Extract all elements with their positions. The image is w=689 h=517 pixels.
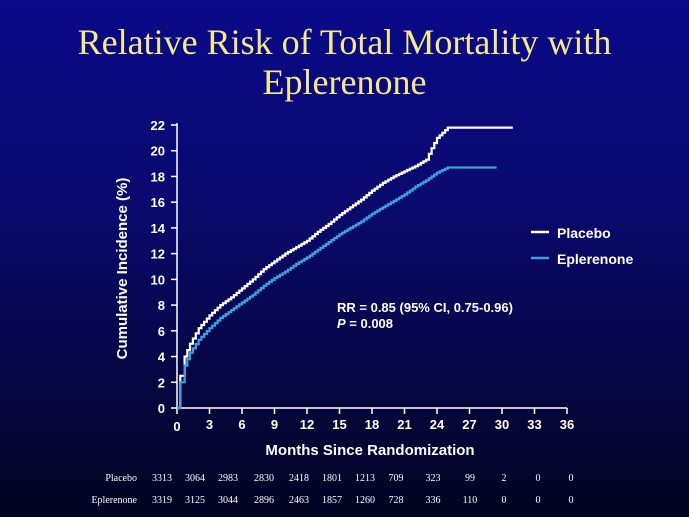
y-tick-label: 16 bbox=[151, 195, 165, 210]
risk-cell: 2983 bbox=[218, 473, 238, 484]
x-tick-label: 24 bbox=[430, 417, 445, 432]
title-line-2: Eplerenone bbox=[262, 62, 427, 102]
page-title: Relative Risk of Total Mortality with Ep… bbox=[0, 22, 689, 102]
x-tick-label: 27 bbox=[462, 417, 476, 432]
risk-cell: 0 bbox=[569, 473, 574, 484]
risk-cell: 2418 bbox=[289, 473, 309, 484]
x-tick-label: 3 bbox=[206, 417, 213, 432]
x-tick-label: 30 bbox=[495, 417, 509, 432]
y-axis-label: Cumulative Incidence (%) bbox=[114, 178, 131, 360]
y-tick-label: 22 bbox=[151, 118, 165, 133]
x-axis-label: Months Since Randomization bbox=[265, 442, 474, 459]
risk-cell: 1260 bbox=[355, 495, 375, 506]
y-tick-label: 14 bbox=[151, 221, 166, 236]
x-tick-label: 21 bbox=[397, 417, 411, 432]
risk-cell: 728 bbox=[389, 495, 404, 506]
risk-cell: 2830 bbox=[254, 473, 274, 484]
risk-cell: 2463 bbox=[289, 495, 309, 506]
x-tick-label: 6 bbox=[238, 417, 245, 432]
risk-cell: 709 bbox=[389, 473, 404, 484]
x-tick-label: 33 bbox=[527, 417, 541, 432]
risk-cell: 2 bbox=[502, 473, 507, 484]
y-tick-label: 6 bbox=[158, 324, 165, 339]
risk-row-label: Eplerenone bbox=[91, 495, 137, 506]
risk-cell: 0 bbox=[502, 495, 507, 506]
rr-annotation: RR = 0.85 (95% CI, 0.75-0.96) bbox=[337, 300, 513, 315]
risk-cell: 3064 bbox=[185, 473, 205, 484]
x-tick-label: 36 bbox=[560, 417, 574, 432]
x-tick-label: 15 bbox=[332, 417, 346, 432]
y-tick-label: 12 bbox=[151, 247, 165, 262]
y-tick-label: 4 bbox=[158, 350, 166, 365]
y-tick-label: 20 bbox=[151, 144, 165, 159]
y-tick-label: 0 bbox=[158, 401, 165, 416]
risk-row-label: Placebo bbox=[105, 473, 137, 484]
series-line-placebo bbox=[177, 126, 513, 410]
annotation: RR = 0.85 (95% CI, 0.75-0.96)P = 0.008 bbox=[337, 300, 513, 331]
risk-cell: 1801 bbox=[322, 473, 342, 484]
y-tick-label: 8 bbox=[158, 298, 165, 313]
x-tick-label: 0 bbox=[173, 419, 180, 434]
series-layer bbox=[177, 126, 513, 410]
risk-table: Placebo 3313 3064 2983 2830 2418 1801 1213 709 32… bbox=[91, 473, 573, 506]
x-tick-label: 12 bbox=[300, 417, 314, 432]
risk-cell: 323 bbox=[426, 473, 441, 484]
risk-cell: 0 bbox=[536, 473, 541, 484]
risk-cell: 99 bbox=[465, 473, 475, 484]
y-tick-label: 18 bbox=[151, 169, 165, 184]
risk-cell: 3313 bbox=[152, 473, 172, 484]
legend: Placebo Eplerenone bbox=[531, 225, 633, 267]
risk-cell: 3044 bbox=[218, 495, 238, 506]
risk-cell: 3319 bbox=[152, 495, 172, 506]
risk-cell: 336 bbox=[426, 495, 441, 506]
risk-cell: 0 bbox=[536, 495, 541, 506]
legend-label-placebo: Placebo bbox=[557, 225, 611, 241]
series-line-eplerenone bbox=[177, 166, 497, 410]
y-tick-label: 2 bbox=[158, 375, 165, 390]
risk-cell: 0 bbox=[569, 495, 574, 506]
risk-cell: 2896 bbox=[254, 495, 274, 506]
risk-cell: 110 bbox=[463, 495, 478, 506]
p-value-annotation: P = 0.008 bbox=[337, 316, 393, 331]
title-line-1: Relative Risk of Total Mortality with bbox=[77, 22, 612, 62]
legend-label-eplerenone: Eplerenone bbox=[557, 251, 633, 267]
x-tick-label: 9 bbox=[271, 417, 278, 432]
risk-cell: 3125 bbox=[185, 495, 205, 506]
risk-cell: 1213 bbox=[355, 473, 375, 484]
risk-cell: 1857 bbox=[322, 495, 342, 506]
y-tick-label: 10 bbox=[151, 272, 165, 287]
x-tick-label: 18 bbox=[365, 417, 379, 432]
